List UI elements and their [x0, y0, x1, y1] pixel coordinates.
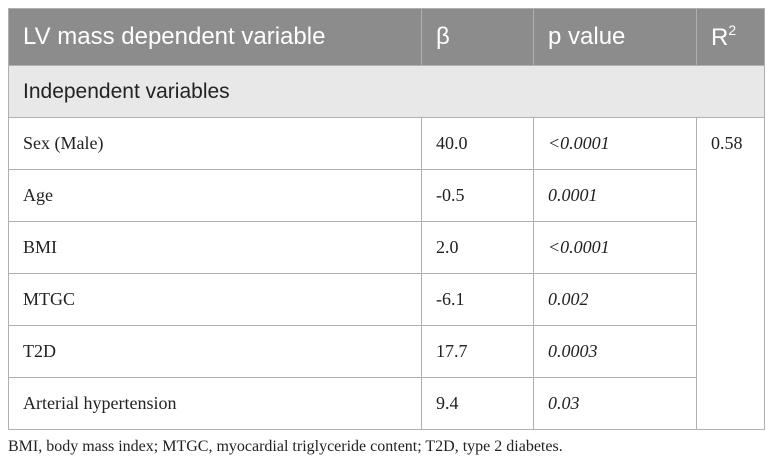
row-beta: -0.5 [421, 169, 534, 222]
row-variable: MTGC [8, 273, 422, 326]
table-footnote: BMI, body mass index; MTGC, myocardial t… [8, 438, 563, 455]
header-beta: β [421, 8, 534, 66]
regression-table: LV mass dependent variable β p value R2 … [8, 8, 765, 430]
header-r2-base: R [711, 24, 729, 51]
header-r2: R2 [696, 8, 765, 66]
row-variable: Age [8, 169, 422, 222]
header-p-value: p value [533, 8, 697, 66]
table-row: T2D 17.7 0.0003 [8, 325, 765, 378]
row-beta: -6.1 [421, 273, 534, 326]
row-p-value: <0.0001 [533, 117, 697, 170]
row-p-value: 0.0003 [533, 325, 697, 378]
row-p-value: 0.0001 [533, 169, 697, 222]
row-variable: Sex (Male) [8, 117, 422, 170]
table-row: MTGC -6.1 0.002 [8, 273, 765, 326]
row-beta: 17.7 [421, 325, 534, 378]
table-row: BMI 2.0 <0.0001 [8, 221, 765, 274]
header-r2-superscript: 2 [728, 22, 737, 38]
table-row: Age -0.5 0.0001 [8, 169, 765, 222]
row-variable: T2D [8, 325, 422, 378]
row-beta: 9.4 [421, 377, 534, 430]
table-row: Sex (Male) 40.0 <0.0001 0.58 [8, 117, 765, 430]
row-p-value: <0.0001 [533, 221, 697, 274]
row-variable: Arterial hypertension [8, 377, 422, 430]
table-row: Arterial hypertension 9.4 0.03 [8, 377, 765, 430]
header-row: LV mass dependent variable β p value R2 [8, 8, 765, 66]
row-p-value: 0.03 [533, 377, 697, 430]
row-beta: 2.0 [421, 221, 534, 274]
row-variable: BMI [8, 221, 422, 274]
section-label: Independent variables [8, 65, 765, 118]
row-p-value: 0.002 [533, 273, 697, 326]
r2-value: 0.58 [696, 117, 765, 430]
row-beta: 40.0 [421, 117, 534, 170]
section-row: Independent variables [8, 65, 765, 118]
header-variable: LV mass dependent variable [8, 8, 422, 66]
